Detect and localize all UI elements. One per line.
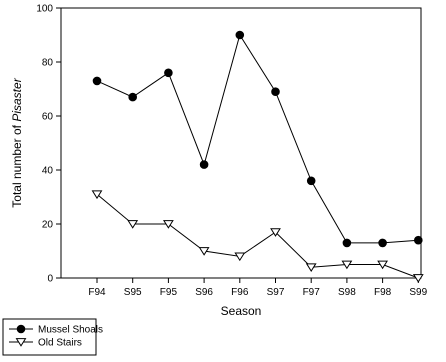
series-line-mussel-shoals — [96, 33, 419, 244]
x-axis-label: Season — [221, 304, 262, 318]
data-point-mussel-shoals — [414, 235, 423, 245]
legend-box — [2, 318, 97, 356]
data-point-mussel-shoals — [128, 92, 137, 102]
series-markers — [91, 30, 424, 283]
series-line-old-stairs — [96, 193, 419, 279]
legend-label: Mussel Shoals — [38, 325, 103, 336]
legend-label: Old Stairs — [38, 338, 82, 349]
y-axis-ticks: 0 20 40 60 80 100 — [36, 4, 61, 285]
x-tick-label: S98 — [338, 287, 356, 298]
data-point-mussel-shoals — [235, 30, 245, 40]
x-tick-label: F98 — [374, 287, 392, 298]
legend: Mussel Shoals Old Stairs — [2, 318, 103, 356]
data-point-mussel-shoals — [378, 238, 387, 248]
y-axis-label-prefix: Total number of — [10, 122, 24, 208]
data-point-mussel-shoals — [164, 68, 173, 78]
data-point-old-stairs — [198, 247, 210, 256]
x-tick-label: S95 — [124, 287, 142, 298]
plot-frame — [60, 7, 422, 279]
data-point-old-stairs — [341, 260, 353, 270]
data-point-old-stairs — [234, 252, 246, 262]
legend-item-mussel-shoals: Mussel Shoals — [9, 325, 103, 336]
y-tick-label: 60 — [42, 112, 54, 123]
data-point-mussel-shoals — [92, 76, 102, 86]
x-tick-label: F95 — [160, 287, 178, 298]
legend-marker — [16, 324, 26, 334]
series-lines — [96, 33, 419, 279]
data-point-mussel-shoals — [342, 238, 352, 248]
x-tick-label: F97 — [303, 287, 321, 298]
data-point-mussel-shoals — [271, 87, 280, 96]
legend-marker — [15, 338, 27, 347]
x-tick-label: F94 — [88, 287, 106, 298]
data-point-old-stairs — [270, 228, 281, 237]
legend-item-old-stairs: Old Stairs — [9, 338, 82, 349]
data-point-old-stairs — [305, 263, 317, 272]
y-tick-label: 80 — [42, 58, 54, 69]
y-tick-label: 100 — [36, 4, 53, 15]
data-point-old-stairs — [91, 190, 103, 200]
data-point-mussel-shoals — [199, 160, 209, 169]
y-tick-label: 0 — [47, 274, 53, 285]
plot-area — [60, 7, 422, 279]
x-tick-label: F96 — [231, 287, 249, 298]
data-point-old-stairs — [127, 220, 139, 229]
data-point-old-stairs — [377, 260, 389, 270]
y-tick-label: 40 — [42, 166, 54, 177]
y-tick-label: 20 — [42, 220, 54, 231]
x-axis-ticks: F94 S95 F95 S96 F96 S97 F97 S98 F98 S99 — [88, 278, 428, 298]
data-point-old-stairs — [412, 274, 424, 283]
data-point-mussel-shoals — [306, 176, 316, 186]
x-tick-label: S97 — [267, 287, 285, 298]
data-point-old-stairs — [162, 220, 174, 229]
y-axis-label: Total number of Pisaster — [10, 77, 24, 207]
y-axis-label-italic: Pisaster — [10, 77, 24, 121]
x-tick-label: S99 — [409, 287, 427, 298]
x-tick-label: S96 — [195, 287, 213, 298]
